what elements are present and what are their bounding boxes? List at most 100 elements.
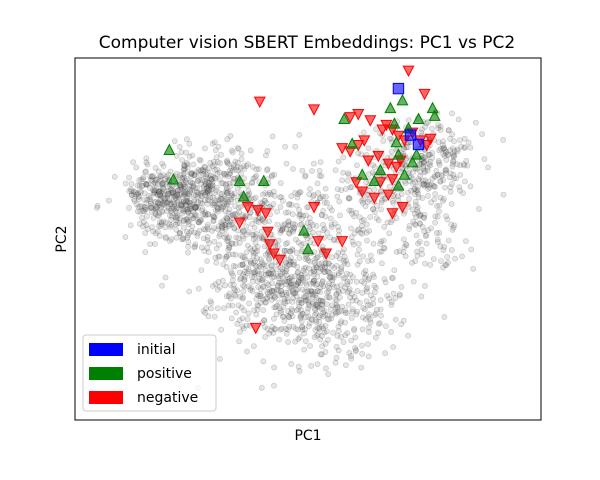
background-point [190, 161, 197, 168]
background-point [239, 228, 246, 235]
background-point [192, 205, 198, 212]
background-point [282, 278, 288, 284]
background-point [316, 324, 323, 331]
background-point [220, 203, 227, 210]
background-point [250, 235, 257, 242]
background-point [307, 219, 314, 226]
background-point [406, 222, 413, 229]
background-point [423, 240, 430, 247]
background-point [360, 129, 367, 136]
background-point [171, 138, 178, 145]
background-point [312, 327, 319, 334]
background-point [172, 193, 178, 200]
background-point [245, 266, 252, 272]
background-point [442, 184, 448, 191]
background-point [180, 186, 187, 192]
background-point [164, 190, 171, 197]
background-point [200, 211, 206, 218]
background-point [171, 199, 177, 205]
background-point [283, 160, 290, 167]
background-point [278, 227, 285, 234]
background-point [354, 251, 361, 258]
background-point [346, 349, 353, 356]
background-point [174, 191, 181, 197]
background-point [218, 180, 225, 186]
background-point [308, 288, 315, 295]
background-point [143, 213, 150, 220]
background-point [438, 258, 444, 264]
background-point [154, 228, 161, 235]
background-point [288, 201, 295, 208]
background-point [294, 286, 301, 292]
background-point [265, 271, 271, 278]
background-point [335, 223, 341, 230]
background-point [150, 172, 157, 179]
background-point [338, 268, 344, 275]
background-point [370, 295, 376, 302]
background-point [314, 273, 321, 280]
background-point [225, 247, 232, 253]
background-point [274, 208, 280, 215]
background-point [277, 307, 284, 314]
background-point [181, 189, 187, 196]
background-point [214, 204, 220, 211]
background-point [312, 317, 319, 323]
background-point [292, 189, 299, 196]
background-point [237, 275, 244, 282]
background-point [326, 294, 333, 300]
background-point [201, 248, 208, 254]
background-point [171, 200, 178, 207]
background-point [156, 189, 162, 195]
background-point [164, 199, 171, 206]
background-point [202, 197, 208, 203]
background-point [219, 223, 225, 230]
background-point [376, 320, 383, 327]
background-point [371, 164, 378, 171]
background-point [297, 313, 304, 320]
background-point [371, 312, 378, 319]
background-point [173, 234, 180, 241]
background-point [277, 229, 284, 236]
background-point [183, 199, 190, 206]
background-point [126, 188, 133, 194]
background-point [209, 227, 215, 234]
background-point [169, 187, 176, 194]
background-point [209, 173, 216, 180]
background-point [223, 214, 230, 221]
background-point [322, 340, 329, 347]
background-point [265, 270, 272, 277]
background-point [328, 254, 335, 261]
background-point [307, 287, 314, 294]
background-point [317, 284, 324, 291]
background-point [360, 253, 366, 260]
background-point [268, 327, 274, 334]
background-point [365, 276, 372, 283]
background-point [352, 348, 359, 355]
background-point [134, 182, 141, 189]
background-point [316, 260, 323, 267]
background-point [138, 214, 145, 221]
background-point [203, 305, 209, 312]
background-point [209, 201, 216, 208]
background-point [277, 270, 284, 277]
background-point [262, 267, 269, 274]
background-point [143, 181, 150, 187]
background-point [312, 255, 319, 262]
background-point [302, 297, 309, 304]
background-point [217, 160, 223, 166]
background-point [421, 214, 428, 221]
background-point [437, 243, 444, 250]
background-point [168, 186, 175, 193]
background-point [338, 334, 344, 340]
background-point [191, 229, 198, 236]
background-point [314, 302, 321, 309]
background-point [241, 268, 248, 275]
background-point [226, 171, 233, 178]
background-point [360, 270, 367, 276]
background-point [305, 313, 312, 320]
background-point [325, 268, 332, 275]
background-point [175, 194, 182, 201]
background-point [142, 230, 149, 236]
background-point [290, 289, 297, 296]
background-point [252, 233, 259, 240]
